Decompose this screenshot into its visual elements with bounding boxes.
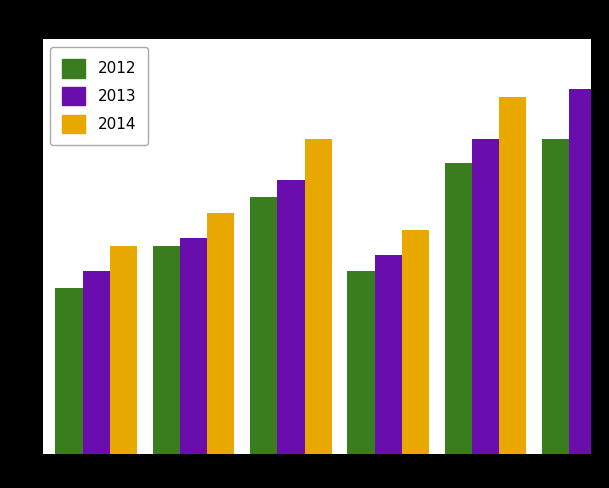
Bar <box>110 246 137 454</box>
Bar <box>569 89 597 454</box>
Bar <box>375 255 402 454</box>
Legend: 2012, 2013, 2014: 2012, 2013, 2014 <box>51 47 149 145</box>
Bar <box>55 288 83 454</box>
Bar <box>180 238 207 454</box>
Bar <box>472 139 499 454</box>
Bar <box>207 213 234 454</box>
Bar <box>250 197 277 454</box>
Bar <box>153 246 180 454</box>
Bar <box>347 271 375 454</box>
Bar <box>277 180 304 454</box>
Bar <box>499 97 526 454</box>
Bar <box>542 139 569 454</box>
Bar <box>304 139 332 454</box>
Bar <box>83 271 110 454</box>
Bar <box>402 230 429 454</box>
Bar <box>445 163 472 454</box>
Bar <box>597 105 609 454</box>
